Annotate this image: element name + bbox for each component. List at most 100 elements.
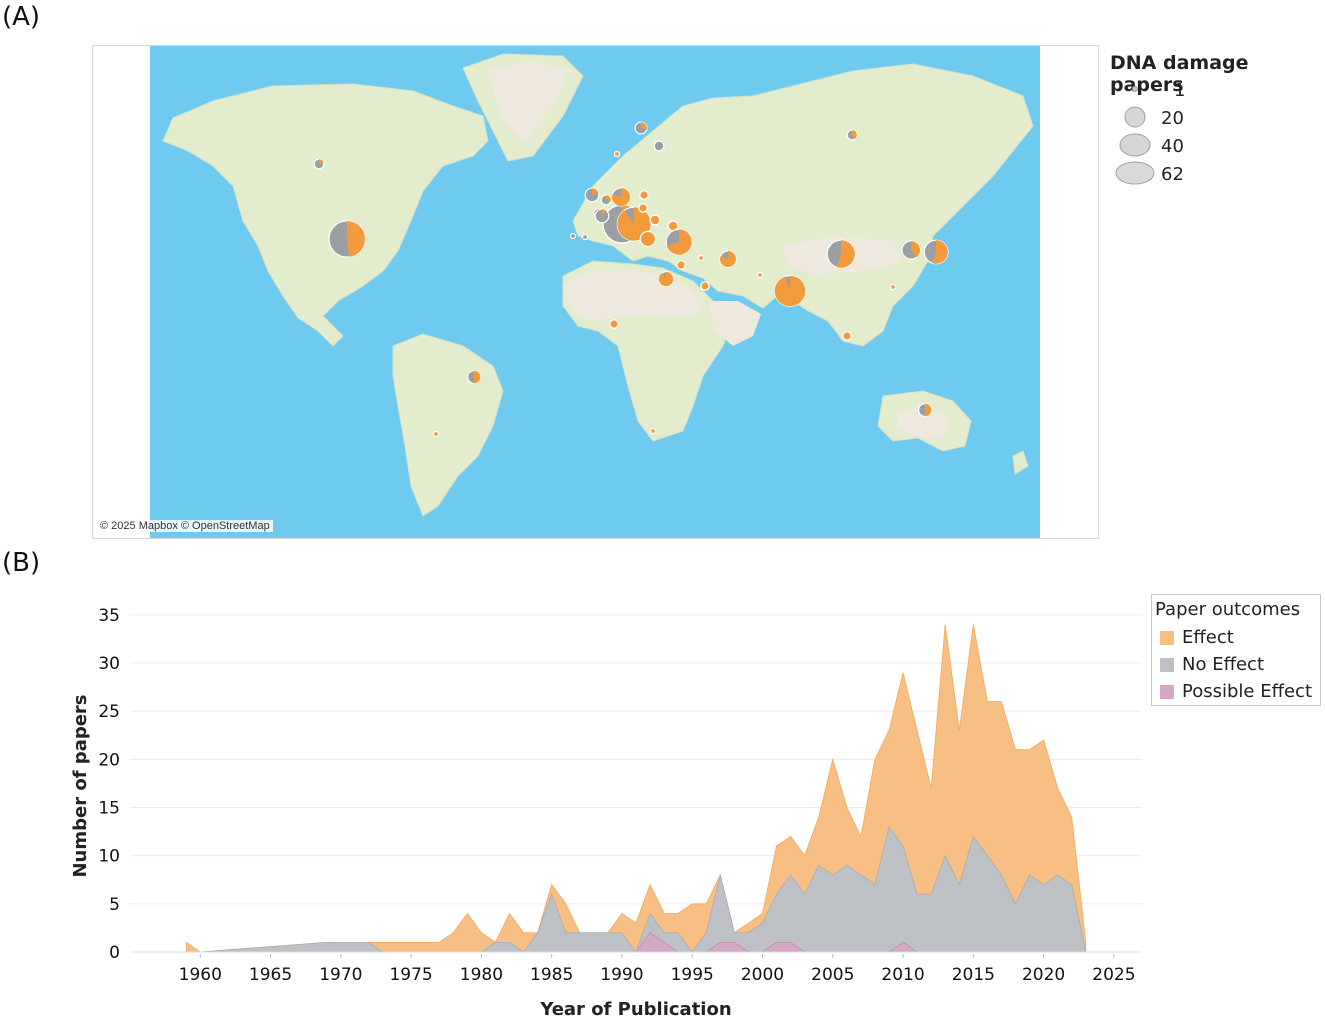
map-marker-netherlands bbox=[600, 194, 612, 206]
marker-effect bbox=[697, 254, 705, 262]
map-marker-uk bbox=[584, 187, 600, 203]
x-tick-label: 2025 bbox=[1092, 965, 1135, 985]
marker-effect bbox=[474, 370, 481, 384]
marker-effect bbox=[756, 271, 764, 279]
marker-effect bbox=[666, 229, 692, 255]
map-marker-portugal bbox=[581, 233, 589, 241]
x-tick-label: 1995 bbox=[671, 965, 714, 985]
marker-effect bbox=[613, 150, 621, 158]
desert-arabia bbox=[708, 301, 761, 346]
size-legend-symbol-62 bbox=[1115, 161, 1155, 185]
map-marker-poland bbox=[639, 190, 649, 200]
legend-swatch-effect bbox=[1160, 630, 1174, 645]
marker-effect bbox=[836, 240, 855, 268]
y-tick-label: 5 bbox=[109, 895, 120, 915]
y-tick-label: 10 bbox=[98, 847, 120, 867]
map-marker-japan bbox=[923, 239, 949, 265]
marker-no-effect bbox=[581, 233, 589, 241]
marker-effect bbox=[347, 220, 366, 257]
world-map-svg bbox=[150, 46, 1040, 538]
map-marker-serbia bbox=[667, 220, 679, 232]
x-tick-label: 1980 bbox=[460, 965, 503, 985]
marker-effect bbox=[611, 187, 631, 207]
map-marker-malaysia bbox=[842, 331, 852, 341]
size-legend-label: 40 bbox=[1161, 136, 1184, 157]
y-tick-label: 25 bbox=[98, 702, 120, 722]
size-legend-symbol-40 bbox=[1119, 133, 1151, 157]
map-marker-iran bbox=[719, 250, 737, 268]
marker-effect bbox=[842, 331, 852, 341]
marker-effect bbox=[592, 188, 599, 195]
marker-effect bbox=[639, 230, 657, 248]
size-legend-label: 1 bbox=[1174, 80, 1186, 101]
map-marker-sweden bbox=[634, 121, 648, 135]
map-marker-china bbox=[826, 239, 856, 269]
marker-effect bbox=[700, 281, 710, 291]
map-marker-italy bbox=[616, 206, 652, 242]
x-tick-label: 2010 bbox=[881, 965, 924, 985]
desert-greenland-ice bbox=[488, 61, 568, 141]
size-legend: DNA damage papers 1 20 40 62 bbox=[1108, 52, 1323, 202]
panel-a-label: (A) bbox=[2, 2, 41, 32]
map-marker-austria bbox=[649, 214, 661, 226]
outcome-legend: Paper outcomes Effect No Effect Possible… bbox=[1151, 594, 1321, 706]
map-attribution: © 2025 Mapbox © OpenStreetMap bbox=[97, 520, 273, 532]
map-marker-brazil bbox=[467, 370, 481, 384]
y-tick-label: 0 bbox=[109, 943, 120, 963]
marker-effect bbox=[852, 130, 857, 139]
marker-effect bbox=[889, 283, 897, 291]
y-tick-label: 20 bbox=[98, 750, 120, 770]
x-tick-label: 1970 bbox=[319, 965, 362, 985]
marker-effect bbox=[925, 403, 932, 417]
marker-effect bbox=[649, 214, 661, 226]
x-tick-label: 2005 bbox=[811, 965, 854, 985]
land-north-america bbox=[162, 83, 489, 347]
panel-b-label: (B) bbox=[2, 548, 41, 578]
marker-effect bbox=[649, 427, 657, 435]
map-marker-egypt bbox=[658, 271, 674, 287]
size-legend-label: 62 bbox=[1161, 164, 1184, 185]
map-marker-spain bbox=[569, 232, 577, 240]
y-tick-label: 15 bbox=[98, 798, 120, 818]
map-marker-russia bbox=[846, 129, 858, 141]
marker-effect bbox=[719, 250, 737, 268]
legend-item-effect: Effect bbox=[1160, 627, 1234, 648]
marker-effect bbox=[617, 207, 651, 241]
map-marker-argentina bbox=[432, 430, 440, 438]
x-tick-label: 1975 bbox=[389, 965, 432, 985]
y-axis-title: Number of papers bbox=[70, 694, 91, 877]
y-tick-label: 30 bbox=[98, 654, 120, 674]
legend-label-no-effect: No Effect bbox=[1182, 654, 1265, 675]
map-marker-pakistan bbox=[756, 271, 764, 279]
x-tick-label: 2000 bbox=[741, 965, 784, 985]
marker-effect bbox=[319, 159, 324, 164]
marker-effect bbox=[676, 260, 686, 270]
x-tick-label: 1990 bbox=[600, 965, 643, 985]
size-legend-symbol-20 bbox=[1124, 106, 1146, 128]
marker-effect bbox=[432, 430, 440, 438]
marker-effect bbox=[639, 190, 649, 200]
land-new-zealand bbox=[1012, 450, 1029, 475]
map-marker-switzerland bbox=[594, 208, 610, 224]
map-marker-india bbox=[774, 275, 806, 307]
map-marker-germany bbox=[611, 187, 631, 207]
desert-australia-interior bbox=[898, 406, 951, 438]
marker-effect bbox=[638, 203, 648, 213]
x-tick-label: 2020 bbox=[1022, 965, 1065, 985]
size-legend-symbols bbox=[1115, 86, 1155, 185]
marker-effect bbox=[606, 195, 611, 202]
marker-effect bbox=[774, 275, 806, 307]
x-tick-label: 1960 bbox=[179, 965, 222, 985]
marker-effect bbox=[658, 271, 674, 287]
size-legend-symbol-1 bbox=[1132, 86, 1138, 92]
size-legend-label: 20 bbox=[1161, 108, 1184, 129]
legend-swatch-no-effect bbox=[1160, 657, 1174, 672]
map-marker-korea bbox=[901, 240, 921, 260]
x-tick-label: 2015 bbox=[952, 965, 995, 985]
map-marker-nigeria bbox=[609, 319, 619, 329]
legend-label-effect: Effect bbox=[1182, 627, 1234, 648]
map-marker-finland bbox=[653, 140, 665, 152]
marker-no-effect bbox=[569, 232, 577, 240]
map-marker-canada bbox=[313, 158, 325, 170]
legend-swatch-possible-effect bbox=[1160, 684, 1174, 699]
